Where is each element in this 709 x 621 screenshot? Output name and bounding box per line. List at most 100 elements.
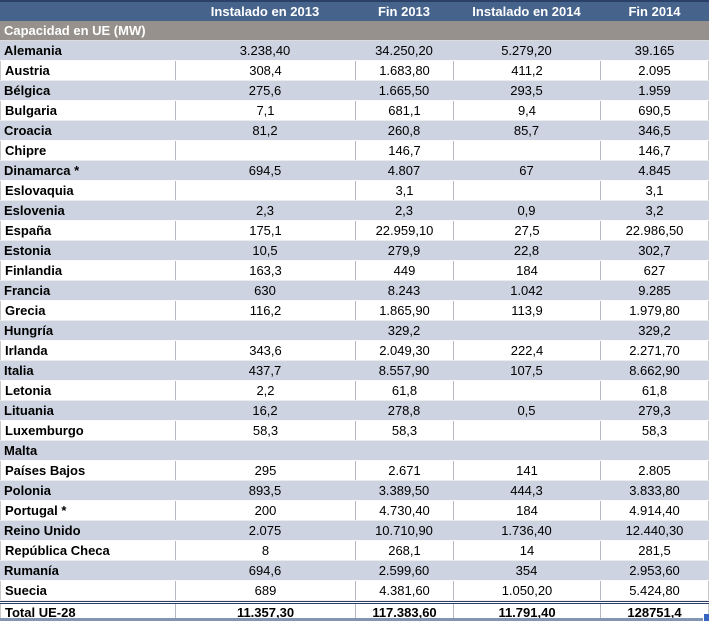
value-cell[interactable]: 16,2 [252,403,278,418]
value-cell[interactable]: 184 [453,501,600,520]
value-cell[interactable]: 146,7 [355,141,453,160]
column-header[interactable] [0,2,175,21]
value-cell[interactable]: 1.042 [510,283,543,298]
value-cell[interactable]: 0,9 [517,203,536,218]
country-cell[interactable]: España [0,221,175,240]
value-cell[interactable]: 893,5 [248,483,282,498]
value-cell[interactable]: 85,7 [513,123,540,138]
value-cell[interactable]: 1.736,40 [501,523,552,538]
country-cell[interactable]: Lituania [4,403,54,418]
value-cell[interactable]: 2.953,60 [629,563,680,578]
value-cell[interactable]: 39.165 [634,43,675,58]
value-cell[interactable] [355,441,453,460]
country-cell[interactable]: Italia [4,363,34,378]
value-cell[interactable]: 10,5 [252,243,278,258]
country-cell[interactable]: Países Bajos [0,461,175,480]
value-cell[interactable]: 0,5 [517,403,536,418]
value-cell[interactable]: 9.285 [638,283,671,298]
value-cell[interactable]: 411,2 [453,61,600,80]
value-cell[interactable] [453,181,600,200]
value-cell[interactable]: 3.833,80 [629,483,680,498]
value-cell[interactable]: 295 [175,461,355,480]
selection-handle-icon[interactable] [703,614,709,621]
value-cell[interactable] [175,141,355,160]
value-cell[interactable]: 200 [175,501,355,520]
country-cell[interactable]: Eslovaquia [0,181,175,200]
country-cell[interactable]: Irlanda [0,341,175,360]
value-cell[interactable] [175,181,355,200]
value-cell[interactable]: 293,5 [510,83,543,98]
country-cell[interactable]: Eslovenia [4,203,65,218]
value-cell[interactable]: 275,6 [248,83,282,98]
value-cell[interactable]: 5.279,20 [501,43,552,58]
value-cell[interactable]: 437,7 [248,363,282,378]
column-header[interactable]: Instalado en 2013 [210,4,320,19]
value-cell[interactable]: 681,1 [355,101,453,120]
value-cell[interactable]: 4.381,60 [355,581,453,600]
country-cell[interactable]: Bélgica [4,83,51,98]
country-cell[interactable]: Polonia [4,483,51,498]
country-cell[interactable]: Chipre [0,141,175,160]
value-cell[interactable]: 279,3 [638,403,671,418]
value-cell[interactable]: 58,3 [355,421,453,440]
value-cell[interactable]: 694,5 [248,163,282,178]
country-cell[interactable]: Reino Unido [4,523,81,538]
value-cell[interactable] [175,441,355,460]
value-cell[interactable]: 1.979,80 [600,301,709,320]
country-cell[interactable]: Letonia [0,381,175,400]
value-cell[interactable]: 10.710,90 [375,523,433,538]
country-cell[interactable]: Portugal * [0,501,175,520]
value-cell[interactable]: 61,8 [355,381,453,400]
value-cell[interactable]: 2.075 [248,523,282,538]
value-cell[interactable]: 3,1 [600,181,709,200]
value-cell[interactable]: 308,4 [175,61,355,80]
value-cell[interactable]: 2.805 [600,461,709,480]
value-cell[interactable]: 346,5 [638,123,671,138]
value-cell[interactable]: 3.389,50 [378,483,430,498]
total-value-cell[interactable]: 117.383,60 [355,604,453,620]
value-cell[interactable]: 3.238,40 [239,43,291,58]
value-cell[interactable]: 2,3 [255,203,275,218]
value-cell[interactable] [453,141,600,160]
value-cell[interactable]: 14 [453,541,600,560]
value-cell[interactable]: 444,3 [510,483,543,498]
country-cell[interactable]: Suecia [0,581,175,600]
value-cell[interactable]: 113,9 [453,301,600,320]
value-cell[interactable]: 279,9 [387,243,421,258]
value-cell[interactable]: 146,7 [600,141,709,160]
value-cell[interactable]: 8.557,90 [378,363,430,378]
value-cell[interactable]: 27,5 [453,221,600,240]
value-cell[interactable]: 3,1 [355,181,453,200]
value-cell[interactable]: 3,2 [645,203,664,218]
country-cell[interactable]: Hungría [4,323,54,338]
country-cell[interactable]: Dinamarca * [4,163,80,178]
country-cell[interactable]: Finlandia [0,261,175,280]
value-cell[interactable]: 2.671 [355,461,453,480]
value-cell[interactable]: 58,3 [175,421,355,440]
value-cell[interactable]: 1.050,20 [453,581,600,600]
value-cell[interactable]: 449 [355,261,453,280]
country-cell[interactable]: Austria [0,61,175,80]
value-cell[interactable]: 4.914,40 [600,501,709,520]
value-cell[interactable] [453,321,600,340]
value-cell[interactable]: 281,5 [600,541,709,560]
country-cell[interactable]: Croacia [4,123,52,138]
value-cell[interactable] [453,381,600,400]
value-cell[interactable]: 9,4 [453,101,600,120]
value-cell[interactable]: 343,6 [175,341,355,360]
value-cell[interactable]: 2.049,30 [355,341,453,360]
value-cell[interactable]: 8 [175,541,355,560]
value-cell[interactable]: 354 [515,563,538,578]
value-cell[interactable]: 163,3 [175,261,355,280]
value-cell[interactable]: 22,8 [513,243,540,258]
total-value-cell[interactable]: 11.357,30 [175,604,355,620]
value-cell[interactable]: 7,1 [175,101,355,120]
value-cell[interactable]: 2.599,60 [378,563,430,578]
value-cell[interactable]: 1.665,50 [378,83,430,98]
value-cell[interactable]: 4.845 [638,163,671,178]
value-cell[interactable]: 630 [254,283,276,298]
value-cell[interactable]: 8.243 [387,283,421,298]
value-cell[interactable]: 329,2 [638,323,671,338]
column-header[interactable]: Fin 2014 [628,4,681,19]
value-cell[interactable]: 302,7 [638,243,671,258]
